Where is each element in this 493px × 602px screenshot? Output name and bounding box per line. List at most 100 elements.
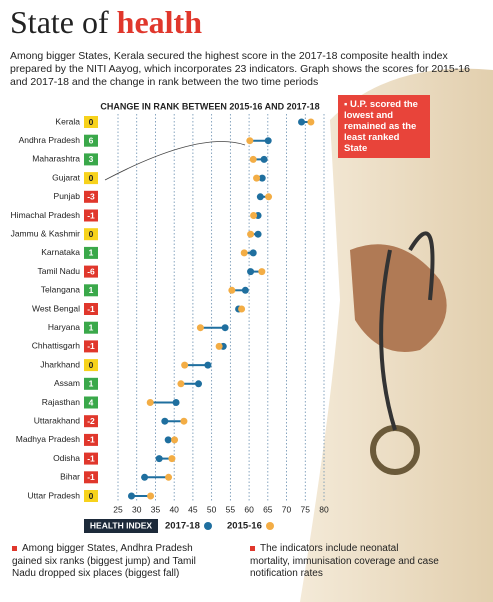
category-label: Jharkhand: [40, 359, 80, 369]
rank-box: [84, 359, 98, 372]
stethoscope-tube: [379, 231, 435, 431]
dot: [164, 436, 172, 444]
dot: [254, 230, 262, 238]
rank-change: -1: [87, 472, 95, 482]
rank-box: [84, 321, 98, 334]
arrow: [104, 141, 246, 181]
legend-box: [84, 519, 158, 533]
legend-dot: [266, 522, 274, 530]
category-label: Tamil Nadu: [37, 266, 80, 276]
x-tick-label: 65: [263, 504, 273, 514]
legend-label: 2017-18: [165, 521, 200, 532]
rank-change: -2: [87, 416, 95, 426]
category-label: Haryana: [48, 322, 80, 332]
rank-change: 0: [89, 117, 94, 127]
rank-box: [84, 116, 98, 128]
dot: [228, 286, 236, 294]
dot: [127, 492, 135, 500]
doctor-hand: [350, 244, 447, 352]
dot: [265, 193, 273, 201]
dot: [264, 137, 272, 145]
rank-box: [84, 134, 98, 147]
dot: [260, 155, 268, 163]
category-label: Odisha: [53, 453, 80, 463]
rank-change: 1: [89, 248, 94, 258]
category-label: Jammu & Kashmir: [11, 228, 81, 238]
x-tick-label: 40: [169, 504, 179, 514]
x-tick-label: 55: [226, 504, 236, 514]
rank-change: 0: [89, 360, 94, 370]
rank-change: 3: [89, 154, 94, 164]
rank-change: -1: [87, 210, 95, 220]
rank-change: -3: [87, 192, 95, 202]
rank-box: [84, 377, 98, 390]
rank-change: -1: [87, 304, 95, 314]
category-label: Uttarakhand: [34, 415, 81, 425]
dot: [247, 230, 255, 238]
rank-box: [84, 340, 98, 353]
category-label: Gujarat: [52, 172, 81, 182]
category-label: Kerala: [55, 116, 80, 126]
category-label: Punjab: [54, 191, 81, 201]
dot: [215, 342, 223, 350]
category-label: West Bengal: [32, 303, 80, 313]
category-label: Uttar Pradesh: [28, 490, 81, 500]
category-label: Himachal Pradesh: [11, 210, 81, 220]
category-label: Madhya Pradesh: [16, 434, 81, 444]
dot: [147, 492, 155, 500]
title-highlight: health: [116, 4, 202, 40]
category-label: Bihar: [60, 472, 80, 482]
rank-box: [84, 209, 98, 222]
subtitle: Among bigger States, Kerala secured the …: [10, 50, 470, 88]
rank-change: -1: [87, 435, 95, 445]
rank-change: 0: [89, 491, 94, 501]
rank-change: 1: [89, 285, 94, 295]
page-title: State of health: [10, 4, 202, 41]
x-tick-label: 60: [244, 504, 254, 514]
annotation-text: U.P. scored the lowest and remained as t…: [344, 99, 418, 154]
dot: [238, 305, 246, 313]
dot: [196, 324, 204, 332]
category-label: Rajasthan: [42, 397, 81, 407]
dot: [141, 473, 149, 481]
dot: [195, 380, 203, 388]
dot: [307, 118, 315, 126]
dot: [221, 324, 229, 332]
x-tick-label: 80: [319, 504, 329, 514]
x-tick-label: 45: [188, 504, 198, 514]
dot: [180, 417, 188, 425]
rank-box: [84, 265, 98, 278]
rank-box: [84, 172, 98, 185]
legend-dot: [204, 522, 212, 530]
rank-change: 0: [89, 229, 94, 239]
dot: [172, 399, 180, 406]
dot: [165, 473, 173, 481]
category-label: Andhra Pradesh: [19, 135, 81, 145]
annotation: ▪ U.P. scored the lowest and remained as…: [338, 95, 430, 158]
rank-change: 0: [89, 173, 94, 183]
legend-label: 2015-16: [227, 521, 262, 532]
dot: [240, 249, 248, 257]
rank-box: [84, 490, 98, 502]
footnote: The indicators include neonatal mortalit…: [250, 543, 439, 579]
rank-box: [84, 284, 98, 297]
category-label: Chhattisgarh: [32, 341, 80, 351]
rank-change: -1: [87, 341, 95, 351]
rank-change: 1: [89, 322, 94, 332]
category-label: Telangana: [41, 285, 81, 295]
category-label: Karnataka: [41, 247, 80, 257]
rank-box: [84, 433, 98, 446]
dot: [258, 174, 266, 182]
rank-change: 6: [89, 135, 94, 145]
rank-box: [84, 246, 98, 259]
legend-title: HEALTH INDEX: [90, 520, 153, 530]
rank-change: -6: [87, 266, 95, 276]
rank-box: [84, 303, 98, 315]
dot: [253, 174, 261, 182]
dot: [168, 455, 176, 463]
dot: [246, 137, 254, 145]
rank-box: [84, 452, 98, 465]
rank-box: [84, 153, 98, 166]
